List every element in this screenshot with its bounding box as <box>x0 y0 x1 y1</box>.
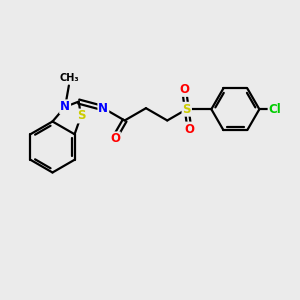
Text: O: O <box>184 122 194 136</box>
Text: S: S <box>182 103 191 116</box>
Text: N: N <box>60 100 70 113</box>
Text: O: O <box>179 83 189 96</box>
Text: CH₃: CH₃ <box>59 73 79 83</box>
Text: S: S <box>77 110 85 122</box>
Text: Cl: Cl <box>268 103 281 116</box>
Text: O: O <box>110 132 120 146</box>
Text: N: N <box>98 102 108 115</box>
